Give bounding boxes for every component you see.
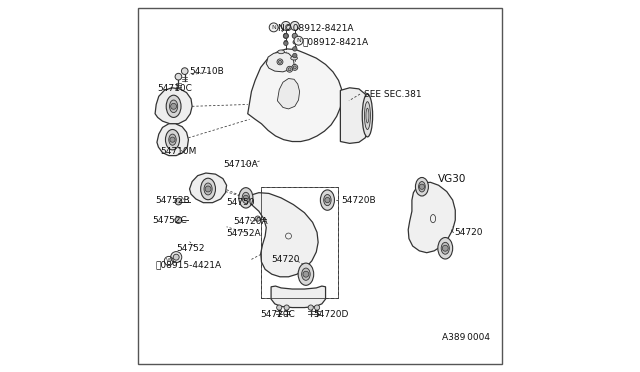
Text: 54710A: 54710A [223,160,258,169]
Text: 54750: 54750 [227,198,255,207]
Ellipse shape [239,187,253,208]
Ellipse shape [364,102,371,129]
Ellipse shape [324,195,331,206]
Text: 54752B: 54752B [155,196,189,205]
Circle shape [282,22,291,31]
Text: 54720D: 54720D [314,311,349,320]
Text: 54720C: 54720C [260,311,294,320]
Circle shape [284,33,289,38]
Text: N: N [271,25,276,30]
Ellipse shape [362,94,372,137]
Circle shape [293,40,297,44]
Text: 54752A: 54752A [227,229,261,238]
Ellipse shape [419,182,425,192]
Ellipse shape [291,56,298,60]
Circle shape [276,305,282,310]
Circle shape [303,271,309,277]
Text: 54720: 54720 [454,228,483,237]
Circle shape [291,22,300,31]
Text: SEE SEC.381: SEE SEC.381 [364,90,421,99]
Ellipse shape [166,129,180,150]
Polygon shape [408,182,455,253]
Circle shape [292,33,298,38]
Ellipse shape [242,192,250,203]
Text: N©08912-8421A: N©08912-8421A [277,24,354,33]
Circle shape [292,46,297,51]
Circle shape [171,103,177,109]
Circle shape [293,66,296,69]
Text: 54710B: 54710B [189,67,224,76]
Polygon shape [277,78,300,109]
Text: 54720: 54720 [271,255,300,264]
Circle shape [284,40,288,44]
Circle shape [175,198,182,205]
Text: 54720B: 54720B [342,196,376,205]
Circle shape [308,305,314,310]
Ellipse shape [321,190,335,210]
Circle shape [325,198,330,203]
Circle shape [181,68,188,74]
Ellipse shape [278,50,284,54]
Text: A389 0004: A389 0004 [442,333,490,342]
Text: 54710C: 54710C [157,84,193,93]
Ellipse shape [204,183,212,195]
Circle shape [173,254,179,260]
Text: ⓝ08912-8421A: ⓝ08912-8421A [302,38,369,47]
Circle shape [277,59,283,65]
Ellipse shape [301,268,310,280]
Circle shape [255,216,260,221]
Polygon shape [189,173,227,203]
Polygon shape [271,286,326,308]
Polygon shape [266,52,294,72]
Ellipse shape [201,178,216,200]
Circle shape [284,305,289,310]
Circle shape [170,137,175,142]
Circle shape [205,186,211,192]
Text: 54752C: 54752C [152,216,188,225]
Ellipse shape [438,237,452,259]
Polygon shape [155,88,192,124]
Circle shape [314,305,319,310]
Circle shape [419,184,424,189]
Circle shape [288,68,291,71]
Text: 54710M: 54710M [160,147,196,156]
Circle shape [269,23,278,32]
Polygon shape [340,88,367,143]
Ellipse shape [366,108,369,123]
Text: VG30: VG30 [438,174,466,185]
Circle shape [171,251,182,263]
Ellipse shape [415,177,428,196]
Circle shape [292,53,297,58]
Circle shape [175,217,182,224]
Circle shape [287,66,292,72]
Polygon shape [244,193,318,277]
Ellipse shape [298,263,314,285]
Ellipse shape [441,242,449,254]
Circle shape [292,64,298,70]
Text: 54752: 54752 [176,244,205,253]
Text: ⓞ08915-4421A: ⓞ08915-4421A [155,260,221,269]
Circle shape [175,73,182,80]
Polygon shape [157,124,188,155]
Circle shape [284,41,288,45]
Circle shape [284,34,288,38]
Ellipse shape [166,95,181,118]
Circle shape [442,245,448,251]
Circle shape [294,36,303,45]
Ellipse shape [170,100,178,113]
Text: 54720A: 54720A [233,217,268,226]
Ellipse shape [169,134,176,145]
Polygon shape [248,49,342,141]
Text: N: N [296,38,301,43]
Text: W: W [166,259,172,263]
Circle shape [278,60,282,63]
Circle shape [243,195,248,201]
